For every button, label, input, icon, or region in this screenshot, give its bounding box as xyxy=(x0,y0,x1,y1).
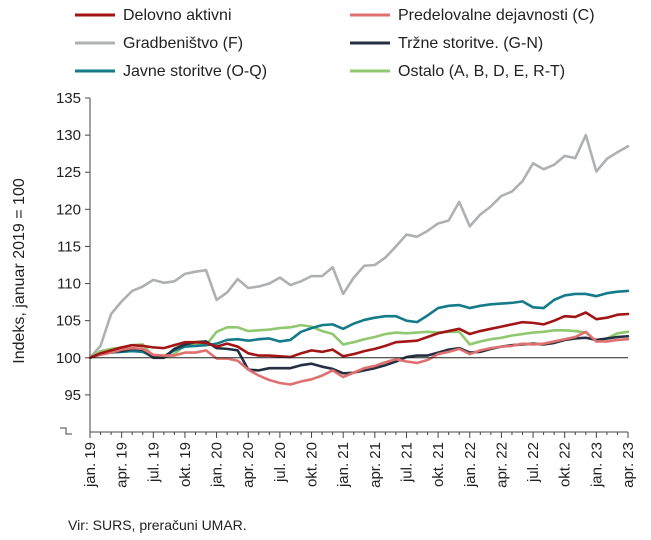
x-tick-label: jul. 22 xyxy=(525,442,542,483)
x-tick-label: apr. 20 xyxy=(240,442,257,488)
x-tick-label: jan. 22 xyxy=(462,442,479,488)
x-tick-label: apr. 19 xyxy=(114,442,131,488)
x-tick-label: apr. 21 xyxy=(367,442,384,488)
series-line-5 xyxy=(88,289,630,360)
legend-label-3: Gradbeništvo (F) xyxy=(123,35,243,52)
x-tick-label: jan. 20 xyxy=(209,442,226,488)
legend-label-6: Ostalo (A, B, D, E, R-T) xyxy=(398,63,565,80)
x-tick-label: jul. 21 xyxy=(398,442,415,483)
series-lines xyxy=(88,133,630,386)
x-tick-label: jan. 23 xyxy=(588,442,605,488)
y-tick-label: 100 xyxy=(56,350,81,367)
y-tick-label: 125 xyxy=(56,164,81,181)
y-tick-label: 120 xyxy=(56,201,81,218)
legend-label-1: Delovno aktivni xyxy=(123,7,232,24)
series-line-3 xyxy=(88,133,630,360)
x-tick-label: apr. 23 xyxy=(620,442,637,488)
y-tick-label: 105 xyxy=(56,313,81,330)
x-tick-label: okt. 21 xyxy=(430,442,447,487)
legend-label-4: Tržne storitve. (G-N) xyxy=(398,35,543,52)
x-tick-label: jan. 19 xyxy=(82,442,99,488)
y-tick-label: 115 xyxy=(57,238,81,255)
x-tick-label: jan. 21 xyxy=(335,442,352,488)
series-line-2 xyxy=(88,330,630,386)
y-tick-label: 95 xyxy=(64,387,81,404)
y-axis-title: Indeks, januar 2019 = 100 xyxy=(11,178,28,364)
axis-break-marker xyxy=(60,427,72,435)
x-tick-label: jul. 19 xyxy=(145,442,162,483)
legend: Delovno aktivni Predelovalne dejavnosti (… xyxy=(75,7,595,80)
x-tick-label: okt. 20 xyxy=(304,442,321,487)
legend-label-2: Predelovalne dejavnosti (C) xyxy=(398,7,595,24)
x-tick-label: jul. 20 xyxy=(272,442,289,483)
x-tick-label: okt. 19 xyxy=(177,442,194,487)
x-tick-label: apr. 22 xyxy=(493,442,510,488)
y-axis: 95 100 105 110 115 120 125 130 135 xyxy=(56,90,91,435)
legend-label-5: Javne storitve (O-Q) xyxy=(123,63,267,80)
y-tick-label: 130 xyxy=(56,127,81,144)
y-tick-label: 110 xyxy=(57,276,81,293)
y-tick-label: 135 xyxy=(56,90,81,107)
x-axis: jan. 19 apr. 19 jul. 19 okt. 19 jan. 20 apr. … xyxy=(82,431,637,488)
x-tick-label: okt. 22 xyxy=(557,442,574,487)
series-line-1 xyxy=(88,311,630,360)
source-note: Vir: SURS, preračuni UMAR. xyxy=(68,517,247,533)
